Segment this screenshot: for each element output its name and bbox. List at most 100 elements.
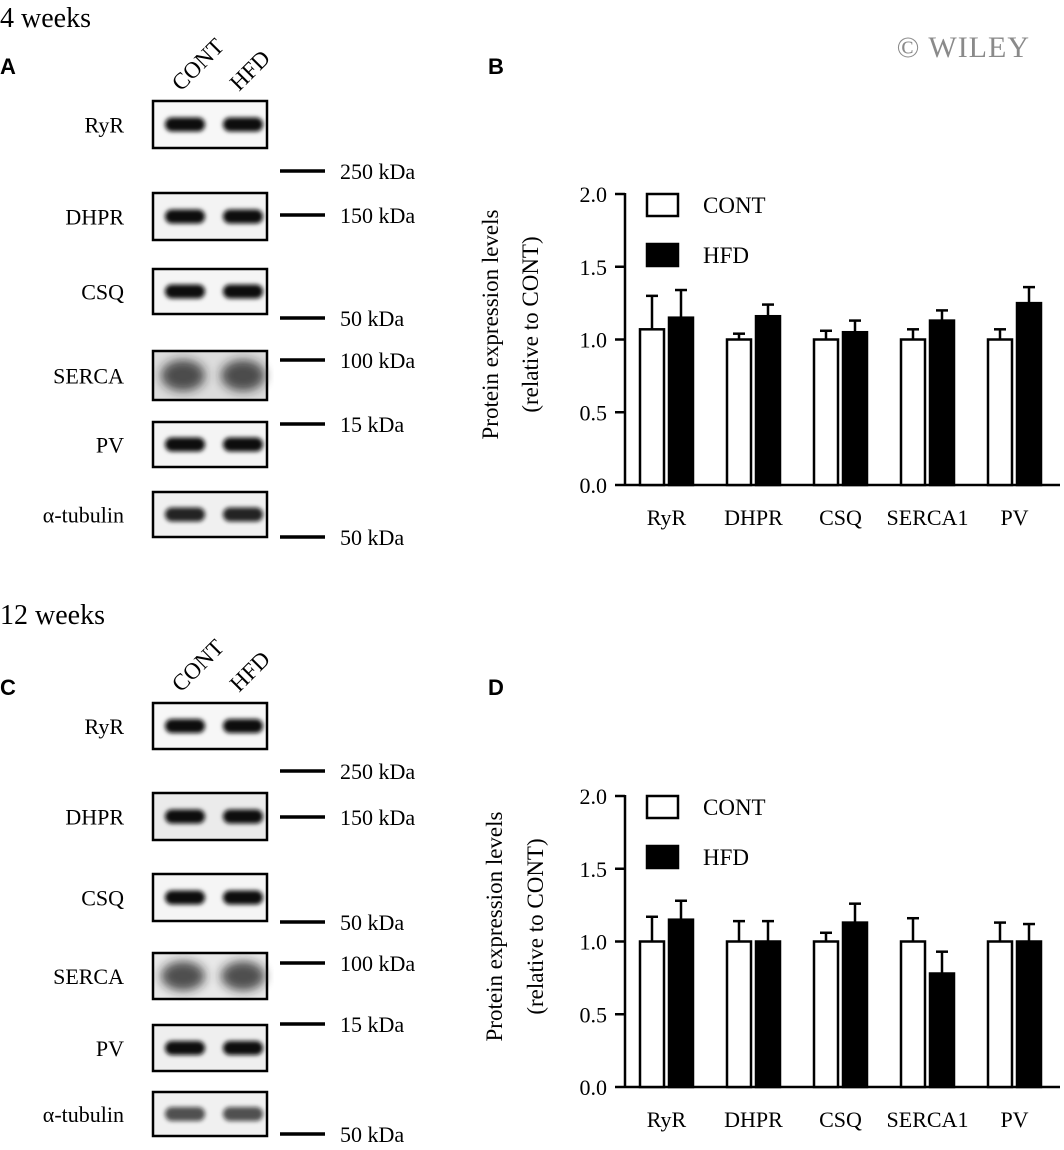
time-label-12-weeks: 12 weeks <box>0 600 105 631</box>
blot-band <box>165 809 205 824</box>
bar-chart-4-weeks: Protein expression levels (relative to CO… <box>478 182 1060 530</box>
blot-row-label: PV <box>96 433 124 458</box>
bar-hfd-pv <box>1015 940 1043 1089</box>
y-tick-label: 0.0 <box>580 1075 608 1100</box>
bar-cont-pv <box>986 940 1014 1089</box>
bar-hfd-dhpr <box>754 940 782 1089</box>
blot-band-smear <box>221 359 265 392</box>
blot-row-dhpr: DHPR <box>65 791 269 842</box>
blot-band <box>223 117 263 132</box>
blot-band-smear <box>161 961 205 991</box>
blot-band <box>165 437 205 452</box>
mw-marker-label: 50 kDa <box>340 306 404 331</box>
bar-cont-csq <box>812 940 840 1089</box>
legend-swatch <box>645 794 680 820</box>
blot-band-smear <box>161 359 205 392</box>
blot-row-csq: CSQ <box>81 267 269 316</box>
y-tick-label: 2.0 <box>580 784 608 809</box>
blot-row-pv: PV <box>96 1023 269 1073</box>
x-tick-label-pv: PV <box>1000 505 1028 530</box>
blot-row-serca: SERCA <box>53 349 269 402</box>
x-tick-label-ryr: RyR <box>647 1107 687 1132</box>
lane-label-hfd: HFD <box>225 646 275 696</box>
x-tick-label-serca1: SERCA1 <box>887 1107 969 1132</box>
blot-band <box>165 209 205 224</box>
y-tick-label: 1.5 <box>580 255 608 280</box>
x-tick-label-csq: CSQ <box>819 505 862 530</box>
bar-hfd-csq <box>841 921 869 1089</box>
blot-row-label: SERCA <box>53 964 124 989</box>
mw-marker-label: 50 kDa <box>340 910 404 935</box>
legend-label: CONT <box>703 795 766 820</box>
blot-row-label: RyR <box>85 714 125 739</box>
legend-label: HFD <box>703 243 749 268</box>
blot-row-tubulin: α-tubulin <box>43 1090 269 1138</box>
lane-label-hfd: HFD <box>225 45 275 95</box>
wiley-watermark: © WILEY <box>897 31 1030 64</box>
y-tick-label: 0.5 <box>580 400 608 425</box>
bar-chart-12-weeks: Protein expression levels (relative to CO… <box>482 784 1060 1132</box>
mw-marker-15-kda: 15 kDa <box>280 1012 404 1037</box>
legend-label: HFD <box>703 845 749 870</box>
bar-hfd-ryr <box>667 918 695 1089</box>
bar-cont-dhpr <box>725 940 753 1089</box>
bar-hfd-serca1 <box>928 319 956 487</box>
y-tick-label: 0.0 <box>580 473 608 498</box>
bar-cont-ryr <box>638 328 666 487</box>
lane-label-cont: CONT <box>167 34 229 96</box>
mw-marker-label: 150 kDa <box>340 805 415 830</box>
legend-swatch <box>645 242 680 268</box>
y-tick-label: 0.5 <box>580 1002 608 1027</box>
bar-cont-serca1 <box>899 338 927 487</box>
blot-band <box>223 809 263 824</box>
blot-band <box>223 507 263 522</box>
mw-marker-50-kda: 50 kDa <box>280 306 404 331</box>
blot-band <box>223 209 263 224</box>
y-tick-label: 1.5 <box>580 857 608 882</box>
panel-letter-b: B <box>488 54 504 79</box>
bar-cont-csq <box>812 338 840 487</box>
blot-row-label: α-tubulin <box>43 1102 124 1127</box>
y-axis-label-line-2: (relative to CONT) <box>518 236 543 412</box>
y-axis-label-line-1: Protein expression levels <box>478 209 503 439</box>
x-tick-label-pv: PV <box>1000 1107 1028 1132</box>
blot-row-label: RyR <box>85 113 125 138</box>
mw-marker-250-kda: 250 kDa <box>280 159 415 184</box>
y-tick-label: 1.0 <box>580 328 608 353</box>
mw-marker-label: 50 kDa <box>340 525 404 550</box>
mw-marker-100-kda: 100 kDa <box>280 951 415 976</box>
mw-marker-50-kda: 50 kDa <box>280 1122 404 1147</box>
blot-row-label: DHPR <box>65 205 124 230</box>
blot-row-tubulin: α-tubulin <box>43 490 269 539</box>
blot-band <box>165 890 205 905</box>
blot-band <box>223 719 263 733</box>
panel-letter-d: D <box>488 675 504 700</box>
blot-band <box>223 1107 263 1121</box>
y-tick-label: 2.0 <box>580 182 608 207</box>
blot-band <box>165 1107 205 1121</box>
bar-hfd-ryr <box>667 316 695 487</box>
mw-marker-50-kda: 50 kDa <box>280 525 404 550</box>
blot-row-ryr: RyR <box>85 701 269 751</box>
blot-row-ryr: RyR <box>85 99 269 150</box>
bar-cont-serca1 <box>899 940 927 1089</box>
blot-band <box>165 117 205 132</box>
x-tick-label-csq: CSQ <box>819 1107 862 1132</box>
blot-row-label: CSQ <box>81 280 124 305</box>
legend-swatch <box>645 844 680 870</box>
legend-item-hfd: HFD <box>645 242 749 268</box>
mw-marker-100-kda: 100 kDa <box>280 348 415 373</box>
x-tick-label-ryr: RyR <box>647 505 687 530</box>
time-label-4-weeks: 4 weeks <box>0 3 91 34</box>
blot-row-serca: SERCA <box>53 951 269 1001</box>
blot-band-smear <box>221 961 265 991</box>
legend-swatch <box>645 192 680 218</box>
mw-marker-label: 250 kDa <box>340 759 415 784</box>
blot-band <box>165 719 205 733</box>
mw-marker-label: 250 kDa <box>340 159 415 184</box>
mw-marker-label: 15 kDa <box>340 412 404 437</box>
legend-item-hfd: HFD <box>645 844 749 870</box>
